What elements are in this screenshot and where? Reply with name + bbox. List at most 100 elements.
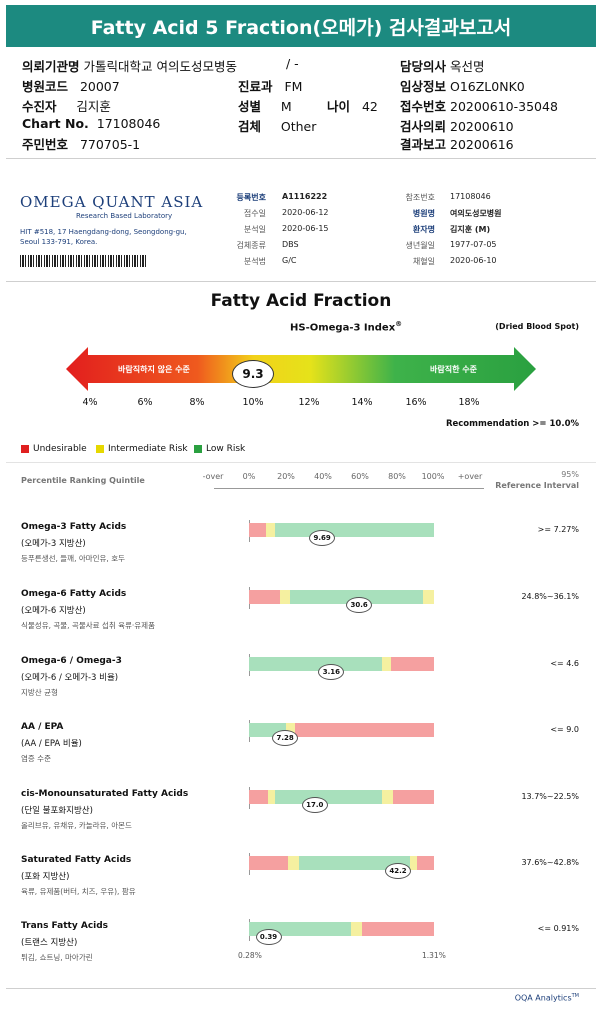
percentile-tick-label: 100% <box>421 472 445 481</box>
bar-segment-yellow <box>287 856 299 870</box>
report-date-field: 결과보고 20200616 <box>400 137 514 152</box>
draw-date-label: 채혈일 <box>412 257 435 266</box>
method-value: G/C <box>282 256 297 265</box>
percentile-tick-label: 60% <box>351 472 369 481</box>
section-title: Fatty Acid Fraction <box>210 291 392 311</box>
analysis-date-label: 분석일 <box>243 225 266 234</box>
lab-tagline: Research Based Laboratory <box>76 212 173 220</box>
recommendation-text: Recommendation >= 10.0% <box>445 419 579 429</box>
row-reference: <= 9.0 <box>550 725 579 734</box>
index-tick-label: 8% <box>189 397 205 408</box>
row-value-marker: 17.0 <box>301 797 328 813</box>
index-tick-label: 4% <box>82 397 98 408</box>
row-reference: 37.6%~42.8% <box>521 858 579 867</box>
bar-segment-green <box>274 523 434 537</box>
lab-logo: OMEGA QUANT ASIA <box>20 193 204 211</box>
sex-field: 성별 M <box>238 99 292 114</box>
trans-max-label: 1.31% <box>422 951 446 960</box>
percentile-axis <box>214 488 484 489</box>
divider <box>6 462 596 463</box>
dob-label: 생년월일 <box>405 241 435 250</box>
row-value-marker: 9.69 <box>309 530 336 546</box>
row-description: 육류, 유제품(버터, 치즈, 우유), 팜유 <box>21 887 136 896</box>
resident-id-field: 주민번호 770705-1 <box>22 137 141 152</box>
barcode <box>20 255 146 267</box>
age-field: 나이 42 <box>327 99 378 114</box>
red-swatch-icon <box>21 445 29 453</box>
bar-segment-red <box>361 922 434 936</box>
analysis-date-value: 2020-06-15 <box>282 224 329 233</box>
index-tick-label: 10% <box>242 397 264 408</box>
bar-segment-red <box>249 856 288 870</box>
lab-address-line2: Seoul 133-791, Korea. <box>20 238 98 246</box>
trans-min-label: 0.28% <box>238 951 262 960</box>
ref-no-value: 17108046 <box>450 192 491 201</box>
desirable-label: 바람직한 수준 <box>430 365 477 374</box>
row-name: Omega-6 / Omega-3 <box>21 656 122 666</box>
row-description: 올리브유, 유채유, 카놀라유, 아몬드 <box>21 821 132 830</box>
clinical-info-field: 임상정보 O16ZL0NK0 <box>400 79 525 94</box>
bar-segment-red <box>417 856 434 870</box>
row-range-bar <box>249 523 434 537</box>
row-korean-name: (AA / EPA 비율) <box>21 739 82 749</box>
row-korean-name: (오메가-6 / 오메가-3 비율) <box>21 673 119 683</box>
index-note: (Dried Blood Spot) <box>495 322 579 331</box>
row-range-bar <box>249 590 434 604</box>
index-tick-label: 16% <box>405 397 427 408</box>
row-name: AA / EPA <box>21 722 64 732</box>
percentile-tick-label: 40% <box>314 472 332 481</box>
row-value-marker: 7.28 <box>272 730 299 746</box>
yellow-swatch-icon <box>96 445 104 453</box>
row-value-marker: 0.39 <box>255 929 282 945</box>
index-value-marker: 9.3 <box>232 360 274 388</box>
percentile-tick-label: 0% <box>242 472 256 481</box>
bar-segment-yellow <box>409 856 418 870</box>
bar-segment-red <box>249 523 266 537</box>
recipient-field: 수진자 김지훈 <box>22 99 111 114</box>
draw-date-value: 2020-06-10 <box>450 256 497 265</box>
row-name: Omega-3 Fatty Acids <box>21 522 127 532</box>
chart-no-field: Chart No. 17108046 <box>22 116 161 131</box>
bar-segment-yellow <box>350 922 362 936</box>
divider <box>6 158 596 159</box>
row-value-marker: 42.2 <box>385 863 411 879</box>
ref-interval-title: Reference Interval <box>495 481 579 490</box>
legend-low: Low Risk <box>194 444 245 454</box>
bar-segment-yellow <box>382 790 394 804</box>
index-tick-label: 12% <box>298 397 320 408</box>
row-reference: <= 4.6 <box>550 659 579 668</box>
specimen-field: 검체 Other <box>238 119 317 134</box>
undesirable-label: 바람직하지 않은 수준 <box>118 365 190 374</box>
row-korean-name: (포화 지방산) <box>21 872 70 882</box>
row-description: 식물성유, 곡물, 곡물사료 섭취 육류·유제품 <box>21 621 155 630</box>
dob-value: 1977-07-05 <box>450 240 497 249</box>
reg-no-value: A1116222 <box>282 192 328 201</box>
bar-segment-yellow <box>265 523 275 537</box>
bar-segment-red <box>295 723 434 737</box>
row-reference: 24.8%~36.1% <box>521 592 579 601</box>
divider <box>6 281 596 282</box>
row-korean-name: (오메가-3 지방산) <box>21 539 86 549</box>
patient-name-value: 김지훈 (M) <box>450 225 491 234</box>
ref-no-label: 참조번호 <box>405 193 435 202</box>
report-title: Fatty Acid 5 Fraction(오메가) 검사결과보고서 <box>6 5 596 47</box>
receipt-no-field: 접수번호 20200610-35048 <box>400 99 558 114</box>
bar-segment-green <box>298 856 410 870</box>
bar-segment-green <box>274 790 383 804</box>
bar-segment-green <box>249 657 383 671</box>
percentile-title: Percentile Ranking Quintile <box>21 476 145 485</box>
row-name: Saturated Fatty Acids <box>21 855 132 865</box>
percentile-tick-label: 20% <box>277 472 295 481</box>
index-name: HS-Omega-3 Index® <box>290 320 403 334</box>
row-korean-name: (트랜스 지방산) <box>21 938 78 948</box>
percentile-tick-label: -over <box>202 472 224 481</box>
index-tick-label: 6% <box>137 397 153 408</box>
row-value-marker: 3.16 <box>318 664 345 680</box>
row-description: 염증 수준 <box>21 754 51 763</box>
bar-segment-yellow <box>280 590 290 604</box>
receipt-date-value: 2020-06-12 <box>282 208 329 217</box>
specimen-type-value: DBS <box>282 240 299 249</box>
row-korean-name: (오메가-6 지방산) <box>21 606 86 616</box>
bar-segment-red <box>391 657 434 671</box>
method-label: 분석법 <box>243 257 266 266</box>
